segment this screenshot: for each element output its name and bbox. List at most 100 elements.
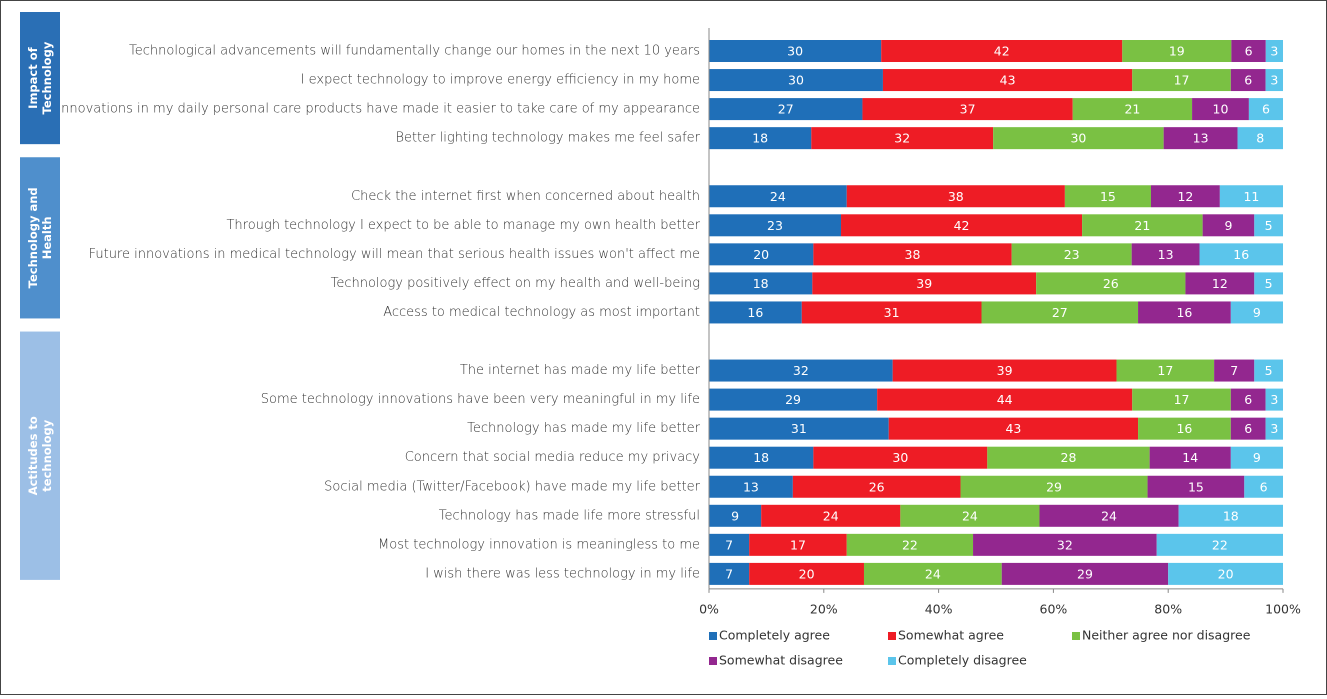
bar-segment [1248,98,1283,121]
bar-segment [813,446,988,469]
bar-segment [1237,127,1283,150]
bar-segment [1156,533,1283,556]
bar-segment [1265,40,1283,62]
group-label: Actitudes totechnology [26,416,54,495]
bar-segment [1132,388,1231,411]
bar-segment [709,40,882,62]
value-label: 29 [1046,479,1062,494]
value-label: 18 [1223,508,1239,523]
value-label: 30 [787,44,803,59]
value-label: 8 [1256,131,1264,146]
category-label: Check the internet first when concerned … [351,189,700,204]
bar-segment [813,243,1012,266]
value-label: 32 [1057,537,1073,552]
value-label: 24 [1101,508,1117,523]
bar-segment [987,446,1150,469]
value-label: 23 [767,218,783,233]
value-label: 3 [1270,44,1278,59]
value-label: 15 [1188,479,1204,494]
value-label: 15 [1100,189,1116,204]
value-label: 9 [1253,305,1261,320]
value-label: 20 [753,247,769,262]
value-label: 13 [743,479,759,494]
bar-segment [1265,69,1283,92]
bar-segment [709,475,793,498]
bar-segment [1230,388,1266,411]
value-label: 21 [1134,218,1150,233]
bar-segment [709,127,812,150]
category-label: The internet has made my life better [460,363,701,378]
category-label: Better lighting technology makes me feel… [395,131,700,146]
legend-swatch [709,657,717,665]
group-box [20,12,60,145]
bar-segment [1230,417,1266,440]
x-tick-label: 100% [1265,601,1301,616]
value-label: 6 [1245,44,1253,59]
value-label: 7 [725,566,733,581]
legend-swatch [709,632,717,640]
bar-segment [841,214,1083,237]
value-label: 16 [1176,305,1192,320]
bar-segment [1132,69,1231,92]
bar-segment [1185,272,1255,295]
group-label: Technology andHealth [26,187,54,288]
value-label: 31 [791,421,807,436]
value-label: 16 [1176,421,1192,436]
x-tick-label: 60% [1040,601,1068,616]
value-label: 21 [1124,102,1140,117]
value-label: 19 [1169,44,1185,59]
bar-segment [709,446,814,469]
bar-segment [1178,504,1283,527]
bar-segment [709,69,883,92]
bar-segment [882,69,1133,92]
bar-segment [1072,98,1193,121]
bar-segment [1039,504,1179,527]
value-label: 42 [954,218,970,233]
value-label: 3 [1270,421,1278,436]
bar-segment [709,243,814,266]
bar-segment [1230,69,1266,92]
value-label: 22 [902,537,918,552]
value-label: 24 [823,508,839,523]
category-label: Through technology I expect to be able t… [226,218,700,233]
value-label: 16 [1233,247,1249,262]
value-label: 6 [1260,479,1268,494]
bar-segment [1163,127,1238,150]
value-label: 6 [1244,73,1252,88]
bar-segment [1230,446,1283,469]
bar-segment [1122,40,1232,62]
bar-segment [749,562,864,585]
x-tick-label: 80% [1154,601,1182,616]
bar-segment [761,504,901,527]
bar-segment [1230,301,1283,324]
bar-segment [981,301,1139,324]
bar-segment [1265,417,1283,440]
bar-segment [709,562,750,585]
bar-segment [1082,214,1203,237]
category-label: Most technology innovation is meaningles… [378,537,700,552]
legend-label: Completely agree [719,628,830,643]
bar-segment [900,504,1040,527]
value-label: 3 [1270,392,1278,407]
value-label: 24 [925,566,941,581]
bar-segment [1192,98,1249,121]
value-label: 5 [1265,276,1273,291]
category-label: Access to medical technology as most imp… [383,305,700,320]
value-label: 32 [793,363,809,378]
value-label: 9 [731,508,739,523]
category-label: Some technology innovations have been ve… [261,392,700,407]
value-label: 16 [747,305,763,320]
bar-segment [862,98,1073,121]
bar-segment [749,533,847,556]
value-label: 12 [1212,276,1228,291]
value-label: 28 [1061,450,1077,465]
value-label: 20 [1218,566,1234,581]
bar-segment [709,272,813,295]
bar-segment [1150,185,1220,208]
value-label: 10 [1213,102,1229,117]
bar-segment [1138,301,1231,324]
category-label: Technology has made my life better [467,421,700,436]
value-label: 31 [884,305,900,320]
value-label: 17 [1157,363,1173,378]
